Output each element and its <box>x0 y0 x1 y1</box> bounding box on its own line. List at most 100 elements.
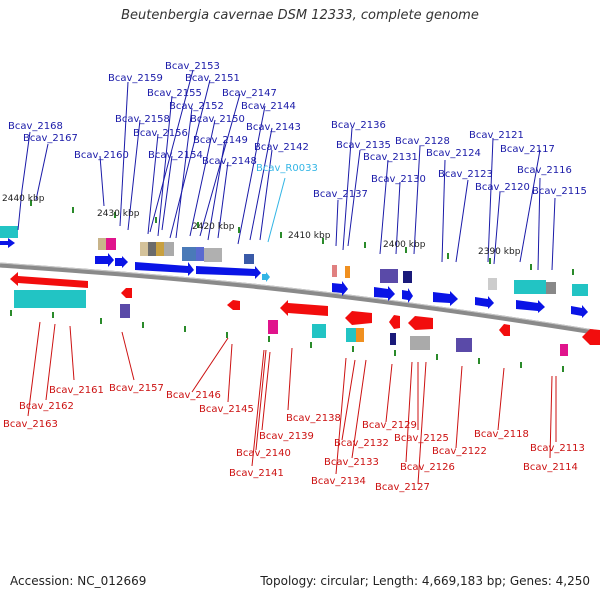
gene-label[interactable]: Bcav_2147 <box>222 88 277 99</box>
gene-label[interactable]: Bcav_2138 <box>286 413 341 424</box>
gene-label[interactable]: Bcav_2156 <box>133 128 188 139</box>
gene-arrow[interactable] <box>115 256 128 268</box>
gene-label[interactable]: Bcav_2159 <box>108 73 163 84</box>
gene-label[interactable]: Bcav_2115 <box>532 186 587 197</box>
gene-label[interactable]: Bcav_2121 <box>469 130 524 141</box>
gene-arrow[interactable] <box>408 316 433 330</box>
gene-label[interactable]: Bcav_2143 <box>246 122 301 133</box>
gene-arrow[interactable] <box>571 305 588 318</box>
feature-box[interactable] <box>572 284 588 296</box>
gene-label[interactable]: Bcav_2142 <box>254 142 309 153</box>
gene-label[interactable]: Bcav_2141 <box>229 468 284 479</box>
feature-box[interactable] <box>410 336 430 350</box>
gene-arrow[interactable] <box>10 272 88 288</box>
gene-label[interactable]: Bcav_2148 <box>202 156 257 167</box>
gene-arrow[interactable] <box>227 300 240 310</box>
gene-label[interactable]: Bcav_2139 <box>259 431 314 442</box>
gene-arrow[interactable] <box>433 291 458 306</box>
gene-label[interactable]: Bcav_2125 <box>394 433 449 444</box>
gene-label[interactable]: Bcav_2132 <box>334 438 389 449</box>
gene-arrow[interactable] <box>280 300 328 316</box>
gene-label[interactable]: Bcav_2129 <box>362 420 417 431</box>
feature-box[interactable] <box>560 344 568 356</box>
gene-label[interactable]: Bcav_2157 <box>109 383 164 394</box>
feature-box[interactable] <box>312 324 326 338</box>
gene-label[interactable]: Bcav_2130 <box>371 174 426 185</box>
feature-box[interactable] <box>514 280 546 294</box>
gene-label[interactable]: Bcav_2117 <box>500 144 555 155</box>
gene-arrow[interactable] <box>95 253 114 267</box>
rna-arrow[interactable] <box>262 272 270 282</box>
gene-label[interactable]: Bcav_2133 <box>324 457 379 468</box>
feature-box[interactable] <box>204 248 222 262</box>
gene-arrow[interactable] <box>475 296 494 309</box>
gene-label[interactable]: Bcav_2136 <box>331 120 386 131</box>
gene-label[interactable]: Bcav_2168 <box>8 121 63 132</box>
feature-box[interactable] <box>346 328 356 342</box>
feature-box[interactable] <box>140 242 148 256</box>
gene-label[interactable]: Bcav_2118 <box>474 429 529 440</box>
feature-box[interactable] <box>196 247 204 261</box>
feature-box[interactable] <box>546 282 556 294</box>
feature-box[interactable] <box>268 320 278 334</box>
gene-label[interactable]: Bcav_2160 <box>74 150 129 161</box>
gene-arrow[interactable] <box>499 324 510 336</box>
feature-box[interactable] <box>403 271 412 283</box>
feature-box[interactable] <box>98 238 106 250</box>
feature-box[interactable] <box>488 278 497 290</box>
gene-arrow[interactable] <box>402 288 413 303</box>
gene-arrow[interactable] <box>582 329 600 345</box>
gene-arrow[interactable] <box>374 286 395 301</box>
gene-label[interactable]: Bcav_2127 <box>375 482 430 493</box>
gene-label[interactable]: Bcav_2135 <box>336 140 391 151</box>
gene-arrow[interactable] <box>0 238 15 248</box>
gene-label[interactable]: Bcav_2124 <box>426 148 481 159</box>
gene-label[interactable]: Bcav_2114 <box>523 462 578 473</box>
gene-label[interactable]: Bcav_2162 <box>19 401 74 412</box>
gene-label[interactable]: Bcav_2158 <box>115 114 170 125</box>
feature-box[interactable] <box>0 226 18 238</box>
gene-arrow[interactable] <box>332 281 348 296</box>
feature-box[interactable] <box>14 290 86 308</box>
gene-label[interactable]: Bcav_2167 <box>23 133 78 144</box>
gene-label[interactable]: Bcav_2131 <box>363 152 418 163</box>
feature-box[interactable] <box>345 266 350 278</box>
feature-box[interactable] <box>120 304 130 318</box>
gene-label[interactable]: Bcav_2113 <box>530 443 585 454</box>
feature-box[interactable] <box>456 338 472 352</box>
feature-box[interactable] <box>244 254 254 264</box>
feature-box[interactable] <box>356 328 364 342</box>
gene-label[interactable]: Bcav_2126 <box>400 462 455 473</box>
gene-label[interactable]: Bcav_2161 <box>49 385 104 396</box>
gene-arrow[interactable] <box>135 262 194 276</box>
gene-label[interactable]: Bcav_2153 <box>165 61 220 72</box>
gene-label[interactable]: Bcav_2123 <box>438 169 493 180</box>
gene-label[interactable]: Bcav_2155 <box>147 88 202 99</box>
gene-label[interactable]: Bcav_2120 <box>475 182 530 193</box>
gene-arrow[interactable] <box>389 315 400 329</box>
gene-label[interactable]: Bcav_R0033 <box>256 163 318 174</box>
gene-arrow[interactable] <box>196 266 261 279</box>
gene-label[interactable]: Bcav_2128 <box>395 136 450 147</box>
gene-arrow[interactable] <box>121 288 132 298</box>
gene-label[interactable]: Bcav_2152 <box>169 101 224 112</box>
gene-label[interactable]: Bcav_2146 <box>166 390 221 401</box>
gene-label[interactable]: Bcav_2144 <box>241 101 296 112</box>
feature-box[interactable] <box>182 247 196 261</box>
feature-box[interactable] <box>148 242 156 256</box>
gene-label[interactable]: Bcav_2122 <box>432 446 487 457</box>
gene-label[interactable]: Bcav_2151 <box>185 73 240 84</box>
gene-label[interactable]: Bcav_2145 <box>199 404 254 415</box>
feature-box[interactable] <box>164 242 174 256</box>
feature-box[interactable] <box>390 333 396 345</box>
gene-label[interactable]: Bcav_2154 <box>148 150 203 161</box>
gene-label[interactable]: Bcav_2140 <box>236 448 291 459</box>
gene-label[interactable]: Bcav_2149 <box>193 135 248 146</box>
gene-label[interactable]: Bcav_2137 <box>313 189 368 200</box>
feature-box[interactable] <box>332 265 337 277</box>
feature-box[interactable] <box>156 242 164 256</box>
feature-box[interactable] <box>380 269 398 283</box>
gene-label[interactable]: Bcav_2163 <box>3 419 58 430</box>
feature-box[interactable] <box>106 238 116 250</box>
gene-label[interactable]: Bcav_2116 <box>517 165 572 176</box>
